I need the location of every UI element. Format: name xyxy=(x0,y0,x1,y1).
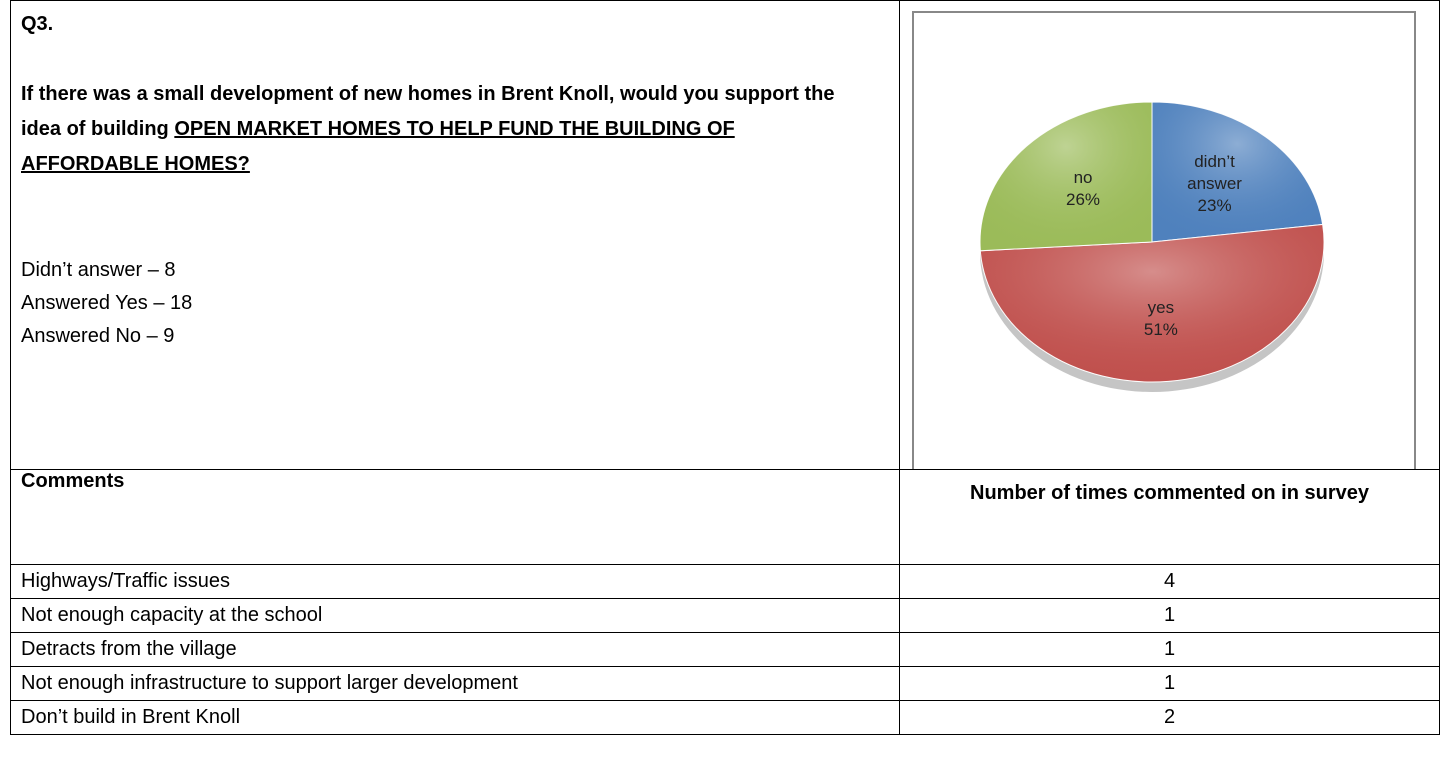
slice-shine xyxy=(980,102,1152,251)
slice-percent: 23% xyxy=(1197,196,1232,216)
slice-label: no 26% xyxy=(1038,167,1128,211)
answers: Didn’t answer – 8 Answered Yes – 18 Answ… xyxy=(21,254,889,353)
comment: Highways/Traffic issues xyxy=(10,564,900,599)
count: 4 xyxy=(899,564,1440,599)
table-row: Not enough infrastructure to support lar… xyxy=(10,666,1440,701)
pie-chart xyxy=(912,11,1416,469)
count: 2 xyxy=(899,700,1440,735)
answer: Didn’t answer – 8 xyxy=(21,259,176,281)
slice-label: didn’t answer 23% xyxy=(1175,151,1255,217)
answer: Answered No – 9 xyxy=(21,325,175,347)
count: 1 xyxy=(899,666,1440,701)
slice-percent: 51% xyxy=(1143,319,1178,339)
chart-cell: didn’t answer 23% yes 51% no 26% xyxy=(899,0,1440,470)
slice-label: yes 51% xyxy=(1116,297,1206,341)
comment: Don’t build in Brent Knoll xyxy=(10,700,900,735)
slice-name: no xyxy=(1073,168,1093,188)
count: 1 xyxy=(899,632,1440,667)
header: Number of times commented on in survey xyxy=(899,469,1440,565)
question-emphasis: OPEN MARKET HOMES TO HELP FUND THE BUILD… xyxy=(21,118,735,175)
slice-shine xyxy=(1152,102,1323,242)
answer: Answered Yes – 18 xyxy=(21,292,193,314)
survey-table: Q3. If there was a small development of … xyxy=(10,0,1440,735)
table-row: Not enough capacity at the school 1 xyxy=(10,598,1440,633)
comment: Detracts from the village xyxy=(10,632,900,667)
question-cell: Q3. If there was a small development of … xyxy=(10,0,900,470)
table-row: Don’t build in Brent Knoll 2 xyxy=(10,700,1440,735)
comment: Not enough infrastructure to support lar… xyxy=(10,666,900,701)
count: 1 xyxy=(899,598,1440,633)
table-row: Detracts from the village 1 xyxy=(10,632,1440,667)
slice-shine xyxy=(980,224,1324,382)
slice-percent: 26% xyxy=(1066,190,1101,210)
question-number: Q3. xyxy=(21,13,54,35)
comment: Not enough capacity at the school xyxy=(10,598,900,633)
question-body: If there was a small development of new … xyxy=(21,83,835,140)
header: Comments xyxy=(10,469,900,565)
slice-name: didn’t answer xyxy=(1187,152,1242,194)
question-text: If there was a small development of new … xyxy=(21,77,861,182)
slice-name: yes xyxy=(1147,297,1175,317)
table-row: Highways/Traffic issues 4 xyxy=(10,564,1440,599)
